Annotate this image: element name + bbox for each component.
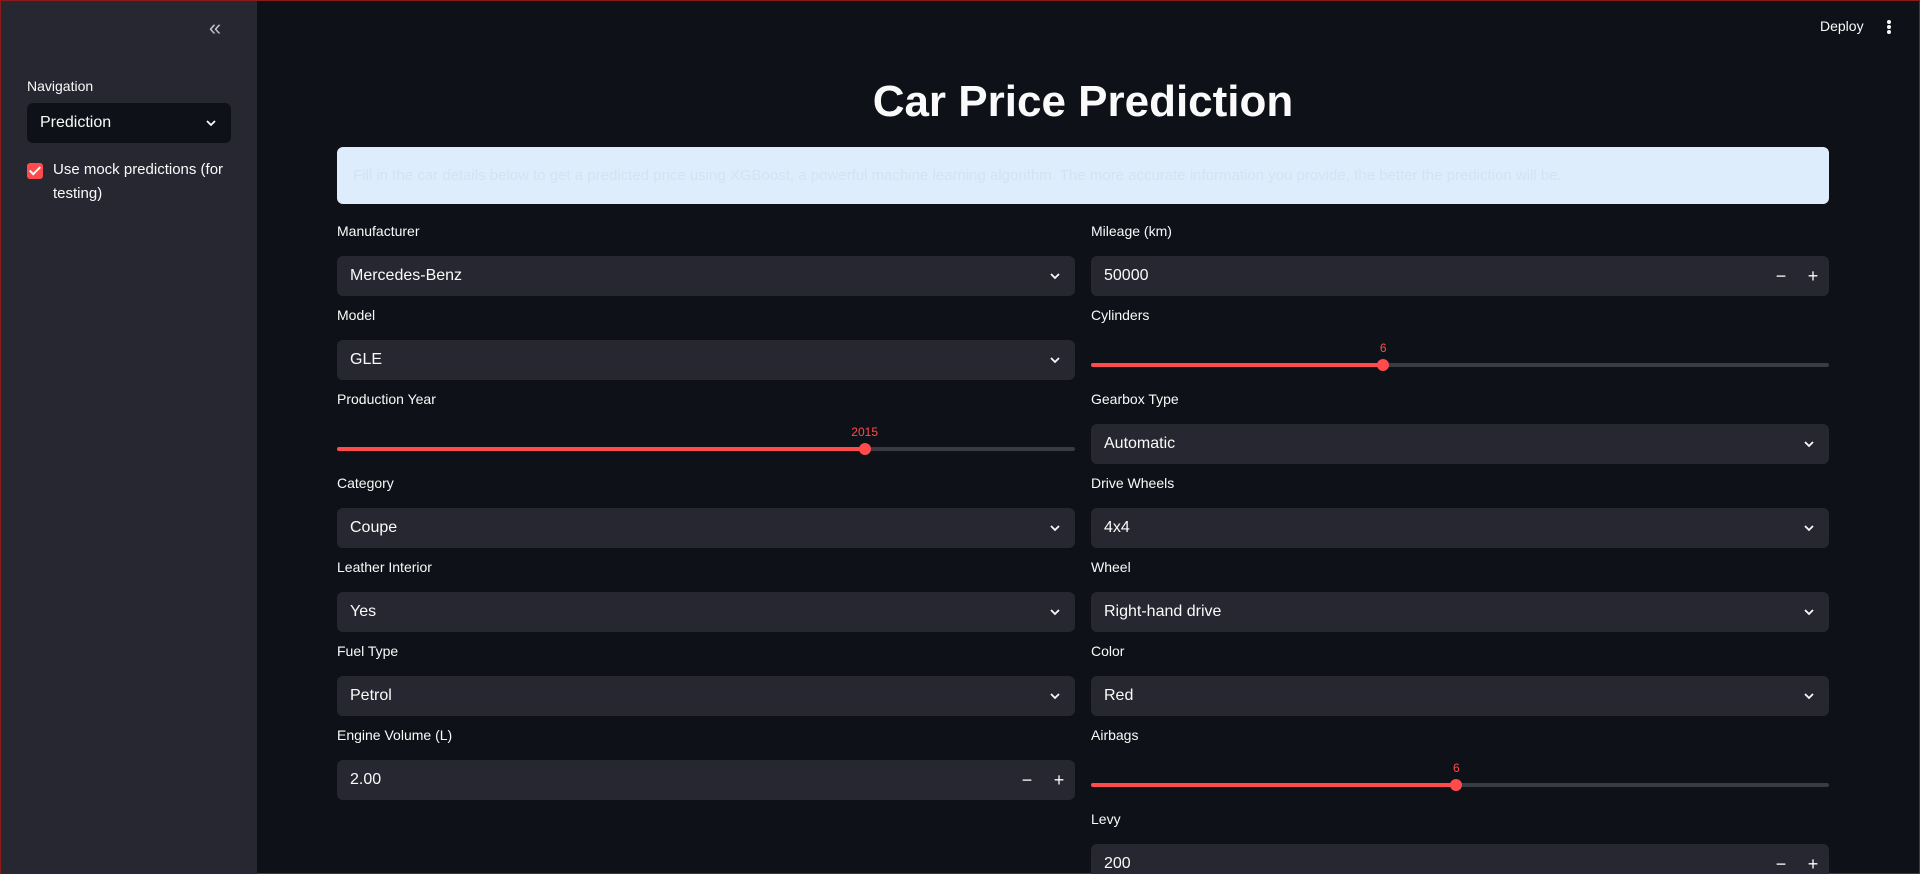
- fuel-type-label: Fuel Type: [337, 643, 399, 659]
- category-label: Category: [337, 475, 394, 491]
- slider-thumb[interactable]: [1450, 779, 1463, 791]
- wheel-label: Wheel: [1091, 559, 1131, 575]
- chevron-down-icon: [1050, 273, 1060, 280]
- mock-predictions-checkbox[interactable]: Use mock predictions (for testing): [27, 161, 237, 206]
- model-value: GLE: [350, 351, 383, 368]
- collapse-sidebar-button[interactable]: «: [201, 15, 229, 43]
- kebab-menu-icon: [1887, 20, 1891, 24]
- slider-value: 2015: [851, 425, 879, 439]
- navigation-select[interactable]: Prediction: [27, 103, 231, 143]
- slider-track[interactable]: [1091, 363, 1829, 367]
- levy-label: Levy: [1091, 811, 1121, 827]
- slider-fill: [337, 447, 865, 451]
- info-alert-text: Fill in the car details below to get a p…: [353, 167, 1562, 184]
- info-alert: Fill in the car details below to get a p…: [337, 147, 1829, 204]
- engine-volume-value[interactable]: 2.00: [350, 771, 382, 788]
- leather-interior-field: Leather Interior Yes: [337, 559, 1075, 632]
- production-year-label: Production Year: [337, 391, 436, 407]
- mileage-field: Mileage (km) 50000 − +: [1091, 223, 1829, 296]
- chevron-down-icon: [206, 120, 216, 127]
- color-select[interactable]: Red: [1091, 676, 1829, 716]
- airbags-field: Airbags 6: [1091, 727, 1829, 795]
- cylinders-field: Cylinders 6: [1091, 307, 1829, 375]
- levy-input: 200 − +: [1091, 844, 1829, 874]
- model-select[interactable]: GLE: [337, 340, 1075, 380]
- decrement-button[interactable]: −: [1021, 769, 1033, 790]
- chevron-down-icon: [1050, 609, 1060, 616]
- color-value: Red: [1104, 687, 1134, 704]
- navigation-label: Navigation: [27, 78, 94, 94]
- category-value: Coupe: [350, 519, 398, 536]
- slider-fill: [1091, 363, 1384, 367]
- main-menu-button[interactable]: [1881, 17, 1897, 37]
- increment-button[interactable]: +: [1807, 853, 1819, 874]
- cylinders-slider[interactable]: 6: [1091, 335, 1829, 375]
- chevron-down-icon: [1804, 525, 1814, 532]
- wheel-field: Wheel Right-hand drive: [1091, 559, 1829, 632]
- drive-wheels-label: Drive Wheels: [1091, 475, 1175, 491]
- drive-wheels-value: 4x4: [1104, 519, 1130, 536]
- deploy-button[interactable]: Deploy: [1820, 18, 1864, 34]
- manufacturer-select[interactable]: Mercedes-Benz: [337, 256, 1075, 296]
- chevron-down-icon: [1804, 693, 1814, 700]
- model-label: Model: [337, 307, 376, 323]
- airbags-slider[interactable]: 6: [1091, 755, 1829, 795]
- levy-field: Levy 200 − +: [1091, 811, 1829, 874]
- mock-predictions-label: Use mock predictions (for testing): [53, 161, 224, 202]
- mileage-input: 50000 − +: [1091, 256, 1829, 296]
- wheel-value: Right-hand drive: [1104, 603, 1222, 620]
- gearbox-type-field: Gearbox Type Automatic: [1091, 391, 1829, 464]
- sidebar: « Navigation Prediction Use mock predict…: [1, 1, 257, 874]
- drive-wheels-select[interactable]: 4x4: [1091, 508, 1829, 548]
- airbags-label: Airbags: [1091, 727, 1139, 743]
- color-field: Color Red: [1091, 643, 1829, 716]
- leather-interior-label: Leather Interior: [337, 559, 432, 575]
- chevron-down-icon: [1804, 441, 1814, 448]
- gearbox-type-label: Gearbox Type: [1091, 391, 1179, 407]
- cylinders-label: Cylinders: [1091, 307, 1150, 323]
- mileage-value[interactable]: 50000: [1104, 267, 1149, 284]
- manufacturer-label: Manufacturer: [337, 223, 420, 239]
- engine-volume-field: Engine Volume (L) 2.00 − +: [337, 727, 1075, 800]
- decrement-button[interactable]: −: [1775, 265, 1787, 286]
- double-chevron-left-icon: «: [208, 15, 222, 40]
- category-select[interactable]: Coupe: [337, 508, 1075, 548]
- production-year-field: Production Year 2015: [337, 391, 1075, 459]
- gearbox-type-value: Automatic: [1104, 435, 1176, 452]
- slider-thumb[interactable]: [858, 443, 871, 455]
- drive-wheels-field: Drive Wheels 4x4: [1091, 475, 1829, 548]
- increment-button[interactable]: +: [1053, 769, 1065, 790]
- checkbox-checked-icon[interactable]: [27, 163, 43, 179]
- chevron-down-icon: [1050, 525, 1060, 532]
- increment-button[interactable]: +: [1807, 265, 1819, 286]
- category-field: Category Coupe: [337, 475, 1075, 548]
- chevron-down-icon: [1804, 609, 1814, 616]
- page-title: Car Price Prediction: [872, 77, 1294, 126]
- chevron-down-icon: [1050, 693, 1060, 700]
- model-field: Model GLE: [337, 307, 1075, 380]
- chevron-down-icon: [1050, 357, 1060, 364]
- engine-volume-input: 2.00 − +: [337, 760, 1075, 800]
- slider-fill: [1091, 783, 1457, 787]
- wheel-select[interactable]: Right-hand drive: [1091, 592, 1829, 632]
- slider-thumb[interactable]: [1377, 359, 1390, 371]
- fuel-type-select[interactable]: Petrol: [337, 676, 1075, 716]
- levy-value[interactable]: 200: [1104, 855, 1131, 872]
- fuel-type-value: Petrol: [350, 687, 392, 704]
- mileage-label: Mileage (km): [1091, 223, 1172, 239]
- color-label: Color: [1091, 643, 1125, 659]
- production-year-slider[interactable]: 2015: [337, 419, 1075, 459]
- slider-value: 6: [1452, 761, 1460, 775]
- fuel-type-field: Fuel Type Petrol: [337, 643, 1075, 716]
- navigation-select-value: Prediction: [40, 114, 112, 131]
- manufacturer-field: Manufacturer Mercedes-Benz: [337, 223, 1075, 296]
- decrement-button[interactable]: −: [1775, 853, 1787, 874]
- engine-volume-label: Engine Volume (L): [337, 727, 453, 743]
- manufacturer-value: Mercedes-Benz: [350, 267, 463, 284]
- gearbox-type-select[interactable]: Automatic: [1091, 424, 1829, 464]
- leather-interior-select[interactable]: Yes: [337, 592, 1075, 632]
- slider-value: 6: [1379, 341, 1387, 355]
- leather-interior-value: Yes: [350, 603, 377, 620]
